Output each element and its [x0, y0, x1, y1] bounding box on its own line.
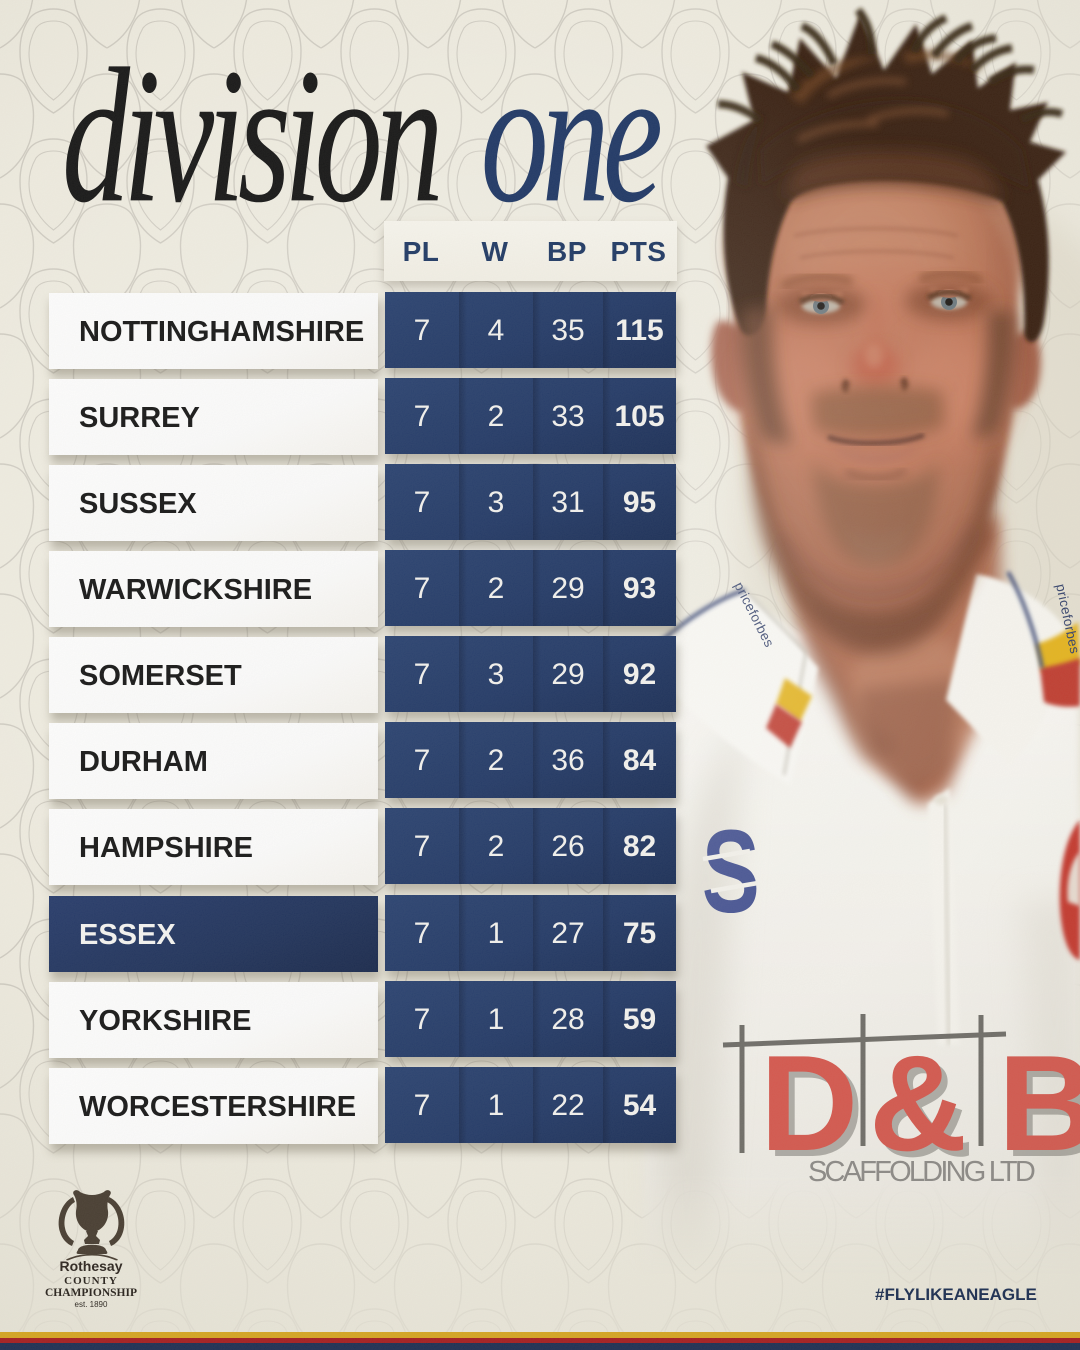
svg-text:S: S	[702, 805, 760, 937]
svg-text:SCAFFOLDING LTD: SCAFFOLDING LTD	[808, 1156, 1036, 1188]
